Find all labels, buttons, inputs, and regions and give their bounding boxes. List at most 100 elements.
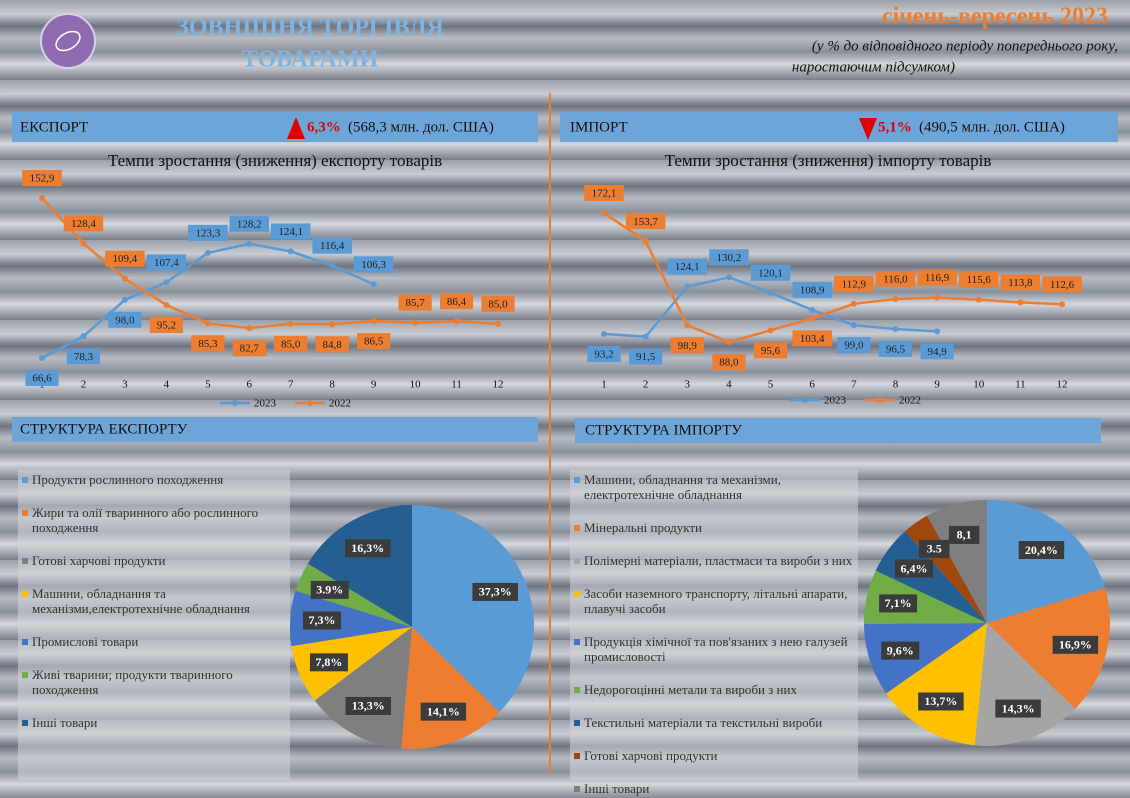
value-label: 153,7	[633, 216, 658, 228]
value-label-box	[274, 335, 308, 352]
summary-bar	[560, 112, 1118, 142]
value-label: 7,1%	[885, 596, 912, 610]
point	[163, 301, 170, 308]
point	[453, 318, 460, 325]
point	[642, 238, 649, 245]
legend-label: Живі тварини; продукти тваринного походж…	[32, 667, 233, 697]
pie-slice	[295, 563, 412, 627]
x-tick-label: 3	[685, 379, 691, 391]
pie-slice	[987, 587, 1110, 709]
legend-swatch	[22, 477, 28, 483]
value-label: 152,9	[30, 173, 55, 185]
x-tick-label: 5	[768, 379, 774, 391]
legend-item: Полімерні матеріали, пластмаси та вироби…	[574, 553, 854, 568]
value-label: 86,5	[364, 336, 384, 348]
value-label-box	[881, 641, 920, 660]
value-label-box	[439, 293, 474, 310]
value-label-box	[398, 294, 432, 311]
value-label: 16,3%	[351, 541, 384, 555]
point	[850, 322, 857, 329]
value-label-box	[587, 346, 621, 363]
pie-slice	[314, 627, 412, 749]
point	[287, 248, 294, 255]
value-label: 6,4%	[901, 561, 928, 575]
legend-item: Машини, обладнання та механізми, електро…	[574, 472, 854, 502]
legend-label: Промислові товари	[32, 634, 139, 649]
summary-bar	[12, 112, 538, 142]
line	[41, 197, 499, 330]
point	[934, 294, 941, 301]
point	[495, 320, 501, 327]
legend-item: Промислові товари	[22, 634, 286, 649]
pie-slice	[864, 623, 987, 694]
value-label-box	[105, 250, 145, 267]
x-tick-label: 12	[1057, 379, 1068, 391]
point	[204, 320, 211, 327]
legend-label: Машини, обладнання та механізми, електро…	[584, 472, 781, 502]
logo	[40, 13, 96, 69]
x-tick-label: 9	[934, 379, 940, 391]
legend-item: Готові харчові продукти	[574, 748, 854, 763]
x-tick-label: 2	[643, 379, 649, 391]
value-label-box	[420, 702, 467, 721]
x-tick-label: 12	[493, 379, 504, 391]
point	[39, 355, 45, 361]
legend-swatch	[22, 639, 28, 645]
value-label: 37,3%	[479, 585, 512, 599]
value-label: 13,7%	[924, 694, 957, 708]
legend-item: Машини, обладнання та механізми,електрот…	[22, 586, 286, 616]
value-label-box	[878, 340, 913, 357]
value-label: 123,3	[195, 227, 220, 239]
value-label-box	[958, 271, 999, 288]
value-label: 124,1	[278, 226, 303, 238]
value-label-box	[625, 213, 666, 230]
note-line: (у % до відповідного періоду попередньог…	[812, 38, 1118, 54]
value-label: 9,6%	[887, 643, 914, 657]
value-label: 116,9	[925, 272, 950, 284]
legend-swatch	[22, 591, 28, 597]
value-label-box	[229, 215, 270, 232]
value-label-box	[875, 271, 916, 288]
value-label-box	[1000, 274, 1041, 291]
value-label: 91,5	[636, 351, 656, 363]
value-label-box	[1018, 541, 1065, 560]
value-label: 66,6	[32, 373, 52, 385]
legend-label: Жири та олії тваринного або рослинного п…	[32, 505, 259, 535]
value-label-box	[895, 559, 934, 578]
value-label: 88,0	[719, 357, 739, 369]
value-label-box	[66, 348, 101, 365]
value-label-box	[792, 330, 832, 347]
value-label: 7,8%	[315, 655, 342, 669]
x-tick-label: 2	[81, 379, 87, 391]
value-label-box	[315, 336, 349, 353]
value-label-box	[753, 342, 788, 359]
value-label: 107,4	[154, 257, 179, 269]
legend-swatch	[574, 525, 580, 531]
summary-label: ІМПОРТ	[570, 119, 628, 135]
legend-label: Мінеральні продукти	[584, 520, 702, 535]
value-label-box	[310, 580, 349, 599]
legend-swatch	[22, 672, 28, 678]
legend-swatch	[574, 591, 580, 597]
value-label-box	[709, 249, 749, 266]
x-tick-label: 7	[288, 379, 294, 391]
value-label-box	[309, 653, 348, 672]
point	[204, 249, 211, 256]
point	[329, 262, 336, 269]
point	[121, 296, 128, 303]
point	[246, 325, 253, 332]
legend-item: Інші товари	[574, 781, 854, 796]
legend-label: Інші товари	[584, 781, 650, 796]
point	[246, 240, 253, 247]
point	[163, 279, 170, 286]
point	[80, 240, 87, 247]
x-tick-label: 10	[973, 379, 985, 391]
value-label-box	[232, 340, 266, 357]
legend-label: 2022	[329, 398, 351, 410]
legend-item: Продукти рослинного походження	[22, 472, 286, 487]
legend-item: Недорогоцінні метали та вироби з них	[574, 682, 854, 697]
value-label: 116,4	[320, 240, 345, 252]
section-bar	[12, 417, 538, 442]
value-label-box	[837, 337, 871, 354]
x-tick-label: 4	[726, 379, 732, 391]
